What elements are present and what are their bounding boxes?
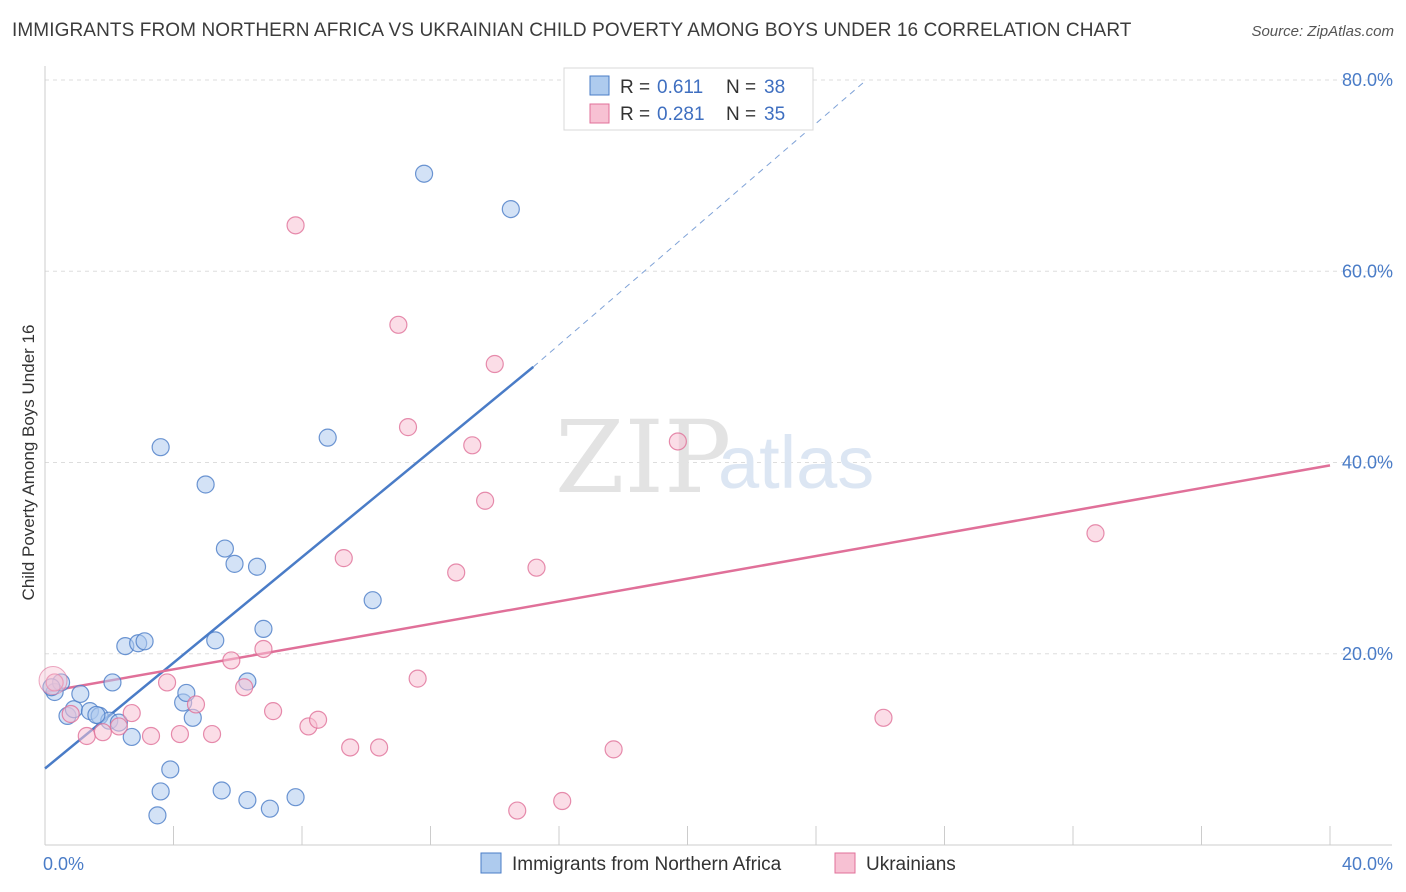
watermark-zip: ZIP: [555, 399, 731, 516]
point-ukrainians-17: [308, 710, 328, 729]
x-tick-labels: 0.0% 40.0%: [43, 854, 1393, 874]
point-ukrainians-27: [485, 354, 504, 374]
point-ukrainians-4: [109, 717, 128, 736]
point-northern-africa-21: [196, 475, 215, 494]
bottom-legend-swatch-blue: [480, 852, 502, 874]
bottom-legend: Immigrants from Northern Africa Ukrainia…: [480, 852, 956, 875]
point-northern-africa-24: [215, 539, 234, 558]
point-northern-africa-22: [206, 631, 225, 650]
legend-r-label-pink: R =: [620, 104, 650, 125]
point-ukrainians-1: [61, 704, 80, 724]
point-ukrainians-26: [476, 491, 495, 510]
point-northern-africa-31: [286, 788, 305, 807]
y-tick-label-1: 40.0%: [1342, 453, 1393, 473]
top-legend: R = 0.611 N = 38 R = 0.281 N = 35: [563, 67, 814, 131]
trend-line-0: [44, 365, 535, 770]
chart-title: IMMIGRANTS FROM NORTHERN AFRICA VS UKRAI…: [12, 20, 1132, 41]
point-ukrainians-30: [553, 791, 572, 811]
point-northern-africa-30: [260, 799, 279, 818]
point-ukrainians-28: [508, 801, 527, 820]
point-northern-africa-15: [151, 782, 170, 801]
legend-r-label-blue: R =: [620, 77, 650, 98]
y-tick-label-3: 80.0%: [1342, 70, 1393, 90]
bottom-legend-swatch-pink: [834, 852, 856, 874]
point-ukrainians-25: [463, 436, 482, 455]
point-ukrainians-21: [389, 315, 408, 334]
point-ukrainians-7: [157, 673, 177, 692]
bottom-legend-label-blue: Immigrants from Northern Africa: [512, 854, 782, 875]
point-ukrainians-11: [222, 651, 241, 670]
point-northern-africa-35: [501, 199, 520, 219]
point-ukrainians-6: [141, 726, 161, 746]
point-ukrainians-32: [668, 432, 687, 451]
legend-swatch-blue: [589, 75, 610, 96]
data-points: [38, 164, 1105, 825]
point-ukrainians-13: [254, 639, 273, 659]
bottom-legend-label-pink: Ukrainians: [866, 854, 956, 875]
legend-n-value-pink: 35: [764, 104, 785, 125]
point-ukrainians-20: [370, 738, 389, 757]
point-northern-africa-32: [318, 428, 337, 447]
point-ukrainians-24: [447, 563, 466, 582]
point-ukrainians-2: [77, 726, 96, 746]
point-ukrainians-18: [334, 549, 353, 568]
point-northern-africa-29: [254, 619, 273, 638]
legend-n-value-blue: 38: [764, 77, 785, 98]
point-cluster-origin: [38, 666, 68, 696]
point-northern-africa-16: [151, 438, 170, 457]
point-northern-africa-33: [363, 591, 382, 610]
point-ukrainians-8: [170, 724, 190, 744]
point-ukrainians-12: [235, 678, 254, 697]
point-northern-africa-28: [247, 557, 267, 576]
point-ukrainians-15: [286, 216, 305, 235]
x-tick-label-0: 0.0%: [43, 854, 84, 874]
point-ukrainians-34: [1086, 524, 1105, 543]
source-label: Source: ZipAtlas.com: [1251, 23, 1394, 40]
point-ukrainians-0: [45, 673, 64, 692]
point-ukrainians-29: [527, 558, 546, 577]
point-ukrainians-9: [186, 695, 206, 714]
point-ukrainians-33: [874, 708, 893, 727]
y-axis-title: Child Poverty Among Boys Under 16: [19, 325, 38, 601]
axes: [44, 66, 1392, 846]
point-northern-africa-17: [161, 760, 180, 779]
point-ukrainians-3: [93, 723, 112, 742]
legend-r-value-pink: 0.281: [657, 104, 705, 125]
grid: [45, 79, 1392, 655]
point-ukrainians-5: [122, 703, 141, 723]
legend-swatch-pink: [589, 103, 610, 124]
legend-n-label-pink: N =: [726, 104, 756, 125]
point-northern-africa-4: [71, 684, 90, 704]
legend-n-label-blue: N =: [726, 77, 756, 98]
point-northern-africa-14: [148, 806, 167, 825]
point-ukrainians-22: [398, 418, 418, 437]
point-northern-africa-26: [238, 790, 257, 810]
point-northern-africa-34: [414, 164, 434, 183]
point-northern-africa-23: [212, 781, 231, 800]
point-ukrainians-19: [341, 738, 360, 757]
point-ukrainians-10: [202, 724, 222, 744]
y-tick-label-2: 60.0%: [1342, 261, 1393, 281]
point-northern-africa-25: [225, 554, 244, 573]
point-ukrainians-23: [408, 669, 427, 688]
point-northern-africa-13: [135, 632, 154, 651]
watermark-atlas: atlas: [718, 421, 874, 504]
point-ukrainians-31: [604, 740, 623, 759]
point-northern-africa-8: [103, 673, 122, 692]
point-ukrainians-14: [263, 702, 283, 721]
y-tick-labels: 20.0% 40.0% 60.0% 80.0%: [1342, 70, 1393, 664]
point-northern-africa-11: [122, 727, 141, 747]
x-tick-label-1: 40.0%: [1342, 854, 1393, 874]
legend-r-value-blue: 0.611: [657, 77, 703, 98]
point-northern-africa-37: [87, 705, 106, 725]
y-tick-label-0: 20.0%: [1342, 644, 1393, 664]
